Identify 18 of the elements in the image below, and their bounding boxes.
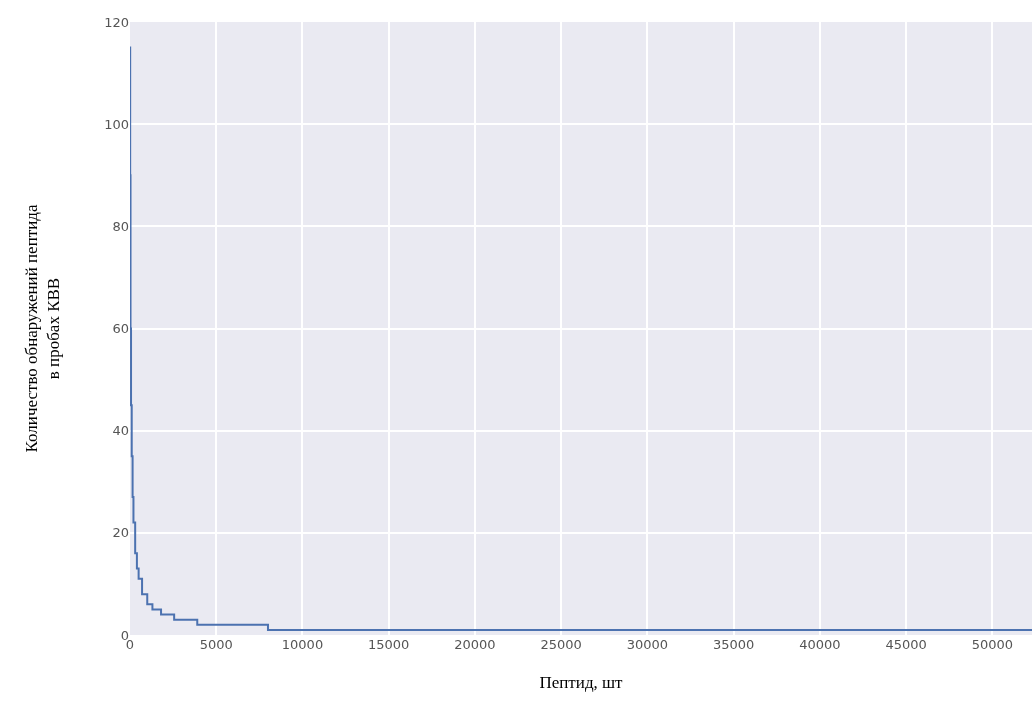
x-tick-label: 30000: [626, 637, 669, 652]
x-tick-label: 10000: [281, 637, 324, 652]
x-tick-label: 50000: [971, 637, 1014, 652]
y-axis-title: Количество обнаружений пептида в пробах КВВ: [21, 204, 63, 453]
x-tick-label: 45000: [885, 637, 927, 652]
y-tick-label: 20: [112, 525, 129, 541]
y-tick-label: 40: [112, 423, 129, 439]
x-tick-label: 20000: [454, 637, 496, 652]
x-tick-label: 15000: [368, 637, 410, 652]
y-tick-label: 120: [104, 14, 129, 30]
x-tick-label: 25000: [540, 637, 582, 652]
x-tick-label: 40000: [799, 637, 841, 652]
x-tick-label: 35000: [712, 637, 755, 652]
y-tick-label: 60: [112, 321, 129, 337]
y-tick-label: 100: [104, 116, 129, 132]
x-tick-label: 5000: [199, 637, 233, 652]
y-tick-label: 80: [112, 218, 129, 234]
x-axis-title: Пептид, шт: [539, 673, 624, 693]
